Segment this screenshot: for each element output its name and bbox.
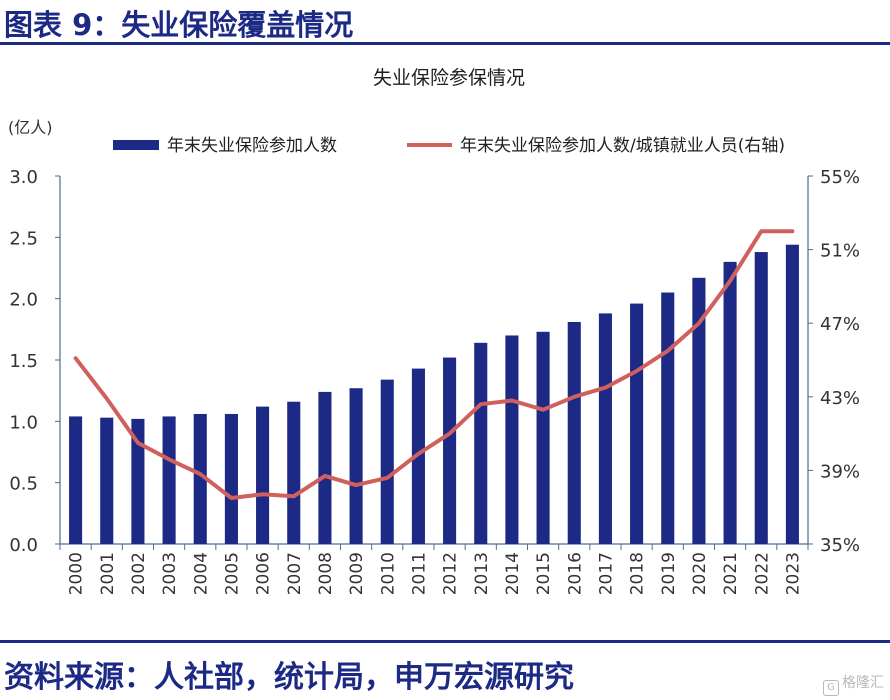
x-tick-label: 2023 xyxy=(783,552,803,595)
bar-2006 xyxy=(256,406,270,544)
bar-2005 xyxy=(224,413,238,544)
legend-bar-label: 年末失业保险参加人数 xyxy=(167,136,337,156)
page-title: 图表 9：失业保险覆盖情况 xyxy=(4,8,354,42)
left-tick-label: 0.5 xyxy=(9,474,38,495)
bar-2007 xyxy=(287,401,301,544)
left-tick-label: 0.0 xyxy=(9,535,38,556)
right-tick-label: 47% xyxy=(820,314,860,335)
bar-2013 xyxy=(474,342,488,544)
x-tick-label: 2016 xyxy=(565,552,585,595)
x-tick-label: 2020 xyxy=(690,552,710,595)
bar-2023 xyxy=(785,244,799,544)
bar-2003 xyxy=(162,416,176,544)
x-tick-label: 2007 xyxy=(285,552,305,595)
source-note: 资料来源：人社部，统计局，申万宏源研究 xyxy=(4,660,574,695)
axes: 0.0 0.5 1.0 1.5 2.0 2.5 3.0 35% 39% 43% 47% 51% 55% 2… xyxy=(9,167,860,595)
x-tick-label: 2018 xyxy=(628,552,648,595)
x-tick-label: 2000 xyxy=(67,552,87,595)
left-tick-label: 2.5 xyxy=(9,228,38,249)
bottom-divider xyxy=(0,640,890,643)
x-tick-label: 2011 xyxy=(409,552,429,595)
top-divider xyxy=(0,42,890,45)
bar-2021 xyxy=(723,261,737,544)
watermark-text: 格隆汇 xyxy=(842,675,884,691)
bar-2008 xyxy=(318,391,332,544)
right-tick-label: 51% xyxy=(820,241,860,262)
bar-2004 xyxy=(193,413,207,544)
header: 图表 9：失业保险覆盖情况 xyxy=(0,0,890,44)
left-axis-unit: (亿人) xyxy=(8,118,53,137)
x-tick-label: 2021 xyxy=(721,552,741,595)
bar-series xyxy=(69,244,799,544)
bar-2012 xyxy=(443,357,457,544)
x-tick-label: 2004 xyxy=(191,552,211,595)
x-tick-label: 2017 xyxy=(596,552,616,595)
bar-2002 xyxy=(131,418,145,544)
legend: 年末失业保险参加人数 年末失业保险参加人数/城镇就业人员(右轴) xyxy=(113,136,785,156)
left-tick-label: 1.0 xyxy=(9,412,38,433)
x-tick-label: 2012 xyxy=(441,552,461,595)
x-tick-label: 2013 xyxy=(472,552,492,595)
x-tick-label: 2005 xyxy=(222,552,242,595)
chart: 失业保险参保情况 (亿人) 年末失业保险参加人数 年末失业保险参加人数/城镇就业… xyxy=(8,67,860,595)
logo-icon: G xyxy=(823,680,839,696)
right-tick-label: 43% xyxy=(820,388,860,409)
line-series xyxy=(73,229,795,500)
x-tick-label: 2010 xyxy=(378,552,398,595)
bar-2000 xyxy=(69,416,83,544)
bar-2016 xyxy=(567,321,581,544)
bar-2020 xyxy=(692,277,706,544)
bar-2022 xyxy=(754,252,768,544)
x-tick-label: 2022 xyxy=(752,552,772,595)
bar-2015 xyxy=(536,331,550,544)
right-tick-label: 39% xyxy=(820,461,860,482)
legend-line-label: 年末失业保险参加人数/城镇就业人员(右轴) xyxy=(460,136,785,156)
bar-2010 xyxy=(380,379,394,544)
x-tick-label: 2006 xyxy=(254,552,274,595)
legend-bar-swatch xyxy=(113,140,159,150)
ratio-line xyxy=(73,229,795,500)
x-tick-label: 2015 xyxy=(534,552,554,595)
right-tick-label: 35% xyxy=(820,535,860,556)
right-tick-label: 55% xyxy=(820,167,860,188)
bar-2001 xyxy=(100,417,114,544)
bar-2017 xyxy=(598,313,612,544)
x-tick-label: 2008 xyxy=(316,552,336,595)
x-tick-label: 2001 xyxy=(98,552,118,595)
x-tick-label: 2002 xyxy=(129,552,149,595)
bar-2019 xyxy=(661,292,675,544)
bar-2009 xyxy=(349,388,363,544)
x-tick-label: 2003 xyxy=(160,552,180,595)
bar-2018 xyxy=(630,303,644,544)
chart-title: 失业保险参保情况 xyxy=(373,67,525,89)
x-tick-label: 2019 xyxy=(659,552,679,595)
x-tick-label: 2009 xyxy=(347,552,367,595)
left-tick-label: 1.5 xyxy=(9,351,38,372)
left-tick-label: 3.0 xyxy=(9,167,38,188)
x-tick-label: 2014 xyxy=(503,552,523,595)
bar-2014 xyxy=(505,335,519,544)
watermark: G 格隆汇 xyxy=(823,672,884,696)
left-tick-label: 2.0 xyxy=(9,290,38,311)
